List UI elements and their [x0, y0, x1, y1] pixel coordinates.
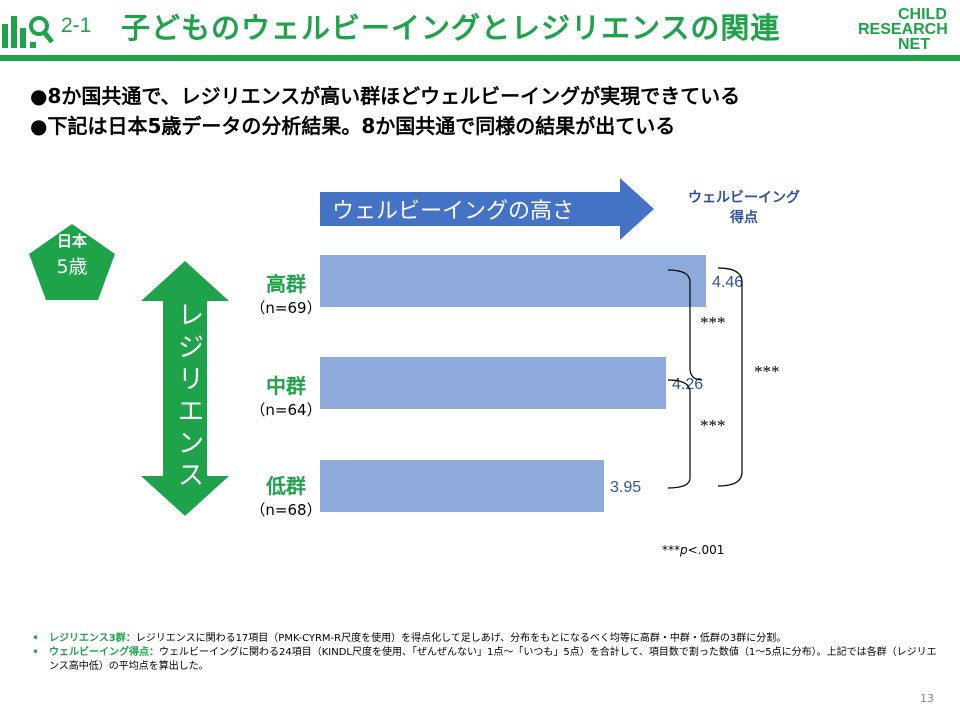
pentagon-shape	[29, 224, 115, 300]
footnote-key: ウェルビーイング得点：	[49, 647, 159, 658]
score-header: ウェルビーイング 得点	[660, 188, 828, 228]
score-header-line2: 得点	[730, 210, 758, 226]
footnote-key: レジリエンス3群：	[49, 633, 136, 644]
group-n: （n=69）	[250, 299, 322, 317]
bullet-2: ●下記は日本5歳データの分析結果。8か国共通で同様の結果が出ている	[30, 114, 676, 138]
bar-value-label-1: 4.26	[672, 376, 703, 393]
country-age-badge: 日本 5歳	[27, 222, 117, 302]
brand-line3: NET	[898, 36, 930, 53]
page-number: 13	[920, 692, 934, 705]
brand-line2: RESEARCH	[858, 21, 948, 38]
footnote-1: • レジリエンス3群：レジリエンスに関わる17項目（PMK-CYRM-R尺度を使…	[32, 631, 944, 646]
bar-0	[320, 255, 706, 307]
group-n: （n=64）	[250, 401, 322, 419]
bracket-high-mid	[667, 269, 703, 381]
group-n: （n=68）	[250, 501, 322, 519]
header-divider	[0, 55, 960, 61]
badge-country: 日本	[56, 232, 87, 250]
group-name: 高群	[266, 272, 306, 296]
group-label-low: 低群 （n=68）	[240, 470, 332, 520]
group-label-high: 高群 （n=69）	[240, 268, 332, 318]
group-name: 低群	[266, 474, 306, 498]
badge-age: 5歳	[56, 256, 88, 278]
bar-value-label-0: 4.46	[712, 274, 743, 291]
bullet-dot: •	[32, 645, 40, 659]
chart-search-logo-icon	[2, 16, 54, 48]
wellbeing-axis-label: ウェルビーイングの高さ	[332, 199, 575, 224]
significance-mid-low: ***	[700, 416, 726, 435]
bar-1	[320, 357, 666, 409]
footnote-text: ウェルビーイングに関わる24項目（KINDL尺度を使用、「ぜんぜんない」1点～「…	[49, 647, 937, 672]
resilience-axis-label: レジリエンス	[177, 301, 204, 491]
wellbeing-arrow	[320, 178, 654, 240]
bracket-high-low	[717, 267, 743, 487]
group-label-mid: 中群 （n=64）	[240, 370, 332, 420]
p-note-p: p	[680, 543, 688, 557]
significance-high-low: ***	[754, 362, 780, 381]
p-note-suffix: <.001	[687, 543, 725, 557]
bar-2	[320, 460, 604, 512]
group-name: 中群	[266, 374, 306, 398]
footnotes: • レジリエンス3群：レジリエンスに関わる17項目（PMK-CYRM-R尺度を使…	[32, 631, 944, 674]
resilience-double-arrow	[141, 261, 229, 516]
brand-line1: CHILD	[898, 6, 947, 23]
footnote-text: レジリエンスに関わる17項目（PMK-CYRM-R尺度を使用）を得点化して足しあ…	[135, 633, 787, 644]
footnote-2: • ウェルビーイング得点：ウェルビーイングに関わる24項目（KINDL尺度を使用…	[32, 645, 944, 674]
brand-logo: CHILD RESEARCH NET	[858, 5, 954, 53]
bullet-1: ●8か国共通で、レジリエンスが高い群ほどウェルビーイングが実現できている	[30, 84, 741, 108]
significance-high-mid: ***	[700, 313, 726, 332]
p-value-note: ***p<.001	[662, 543, 724, 557]
p-note-prefix: ***	[662, 543, 680, 557]
bracket-mid-low	[667, 379, 691, 489]
score-header-line1: ウェルビーイング	[688, 190, 800, 206]
page-title: 子どものウェルビーイングとレジリエンスの関連	[121, 11, 781, 45]
slide-number: 2-1	[61, 14, 92, 37]
bullet-dot: •	[32, 631, 40, 645]
bar-value-label-2: 3.95	[610, 479, 641, 496]
